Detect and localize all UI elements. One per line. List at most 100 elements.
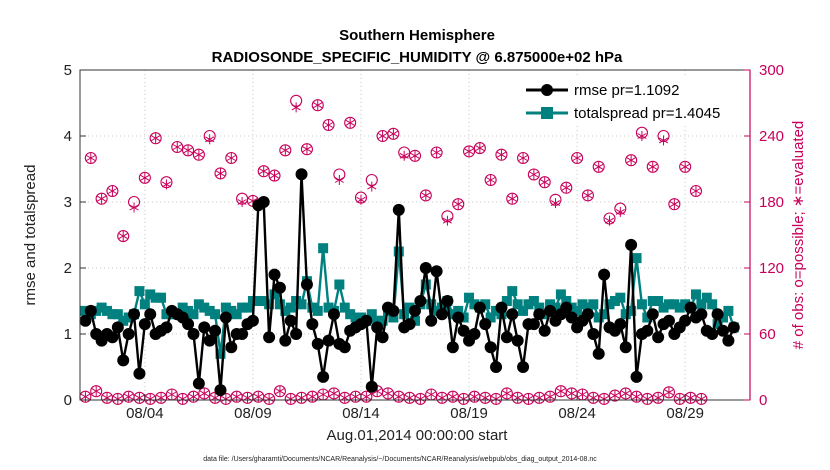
rmse-point [268, 268, 281, 281]
spread-point [582, 302, 593, 313]
obs-possible-point [538, 176, 551, 189]
spread-point [318, 243, 329, 254]
legend-spread-marker [541, 107, 553, 119]
spread-point [658, 302, 669, 313]
spread-point [528, 296, 539, 306]
spread-point [296, 299, 307, 310]
rmse-point [560, 301, 573, 314]
spread-point [339, 302, 350, 313]
obs-possible-point [381, 387, 395, 400]
obs-possible-point [560, 181, 573, 194]
spread-point [393, 246, 404, 257]
obs-possible-point [408, 149, 422, 162]
rmse-point [511, 334, 524, 347]
spread-point [118, 315, 129, 326]
spread-point [431, 305, 442, 316]
rmse-point [468, 328, 481, 340]
spread-point [653, 296, 664, 306]
spread-point [485, 312, 496, 323]
spread-point [480, 299, 491, 310]
spread-point [280, 305, 291, 316]
obs-possible-point [84, 151, 97, 165]
obs-possible-point [646, 160, 659, 173]
obs-evaluated-point [507, 193, 517, 204]
y-tick-label-left: 2 [64, 260, 72, 277]
x-tick-label: 08/19 [450, 405, 488, 422]
spread-point [555, 289, 566, 300]
obs-possible-point [495, 148, 508, 161]
y-tick-label-right: 60 [759, 326, 776, 343]
obs-evaluated-point [599, 393, 609, 404]
obs-evaluated-point [556, 386, 566, 397]
obs-evaluated-point [118, 231, 128, 242]
legend-rmse-marker [541, 84, 553, 96]
spread-point [690, 289, 701, 300]
obs-evaluated-point [529, 169, 539, 180]
chart-subtitle: RADIOSONDE_SPECIFIC_HUMIDITY @ 6.875000e… [212, 49, 623, 66]
legend-rmse-label: rmse pr=1.1092 [574, 82, 679, 99]
obs-evaluated-point [550, 198, 561, 209]
spread-point [593, 312, 604, 323]
obs-evaluated-point [513, 392, 523, 403]
obs-possible-point [679, 160, 692, 173]
obs-possible-point [95, 192, 108, 205]
obs-evaluated-point [183, 145, 193, 156]
rmse-point [544, 304, 557, 317]
obs-possible-point [225, 151, 238, 165]
rmse-point [138, 318, 151, 331]
obs-evaluated-point [534, 392, 544, 403]
obs-evaluated-point [215, 168, 226, 179]
spread-point [696, 299, 707, 310]
rmse-point [614, 318, 627, 331]
obs-possible-point [327, 387, 341, 400]
spread-point [134, 286, 145, 297]
rmse-point [327, 308, 340, 321]
obs-evaluated-point [134, 392, 145, 403]
obs-possible-point [154, 391, 168, 404]
spread-point [426, 299, 437, 310]
obs-evaluated-point [410, 150, 420, 161]
obs-evaluated-point [642, 393, 652, 404]
rmse-point [490, 361, 503, 373]
obs-evaluated-point [269, 170, 280, 181]
obs-evaluated-point [691, 186, 701, 196]
spread-point [572, 305, 583, 316]
obs-evaluated-point [340, 392, 350, 403]
obs-evaluated-point [475, 143, 485, 154]
spread-point [447, 309, 458, 320]
obs-evaluated-point [167, 389, 177, 400]
rmse-point [311, 337, 324, 350]
spread-point [507, 286, 518, 297]
rmse-point [679, 314, 692, 327]
obs-possible-point [571, 151, 584, 165]
spread-point [188, 309, 199, 320]
rmse-point [300, 278, 313, 291]
obs-evaluated-point [664, 387, 674, 398]
obs-possible-point [430, 146, 443, 159]
rmse-point [619, 341, 632, 354]
obs-possible-point [489, 392, 503, 405]
spread-point [453, 305, 464, 316]
rmse-point [84, 304, 97, 317]
spread-point [199, 302, 210, 313]
obs-evaluated-point [199, 388, 209, 399]
obs-evaluated-point [178, 393, 188, 404]
rmse-point [414, 295, 427, 307]
obs-possible-point [581, 189, 594, 202]
x-tick-label: 08/14 [342, 405, 380, 422]
obs-evaluated-point [415, 393, 425, 404]
obs-evaluated-point [237, 197, 247, 207]
obs-possible-point [462, 145, 476, 158]
obs-evaluated-point [259, 166, 269, 177]
rmse-point [365, 380, 378, 393]
obs-evaluated-point [399, 150, 409, 161]
obs-evaluated-point [102, 392, 112, 403]
obs-possible-point [192, 148, 205, 161]
obs-evaluated-point [275, 386, 285, 397]
obs-possible-point [311, 99, 324, 112]
spread-point [707, 299, 718, 310]
rmse-point [587, 328, 600, 340]
obs-evaluated-point [161, 179, 172, 190]
obs-possible-point [506, 192, 519, 205]
spread-point [550, 302, 561, 313]
